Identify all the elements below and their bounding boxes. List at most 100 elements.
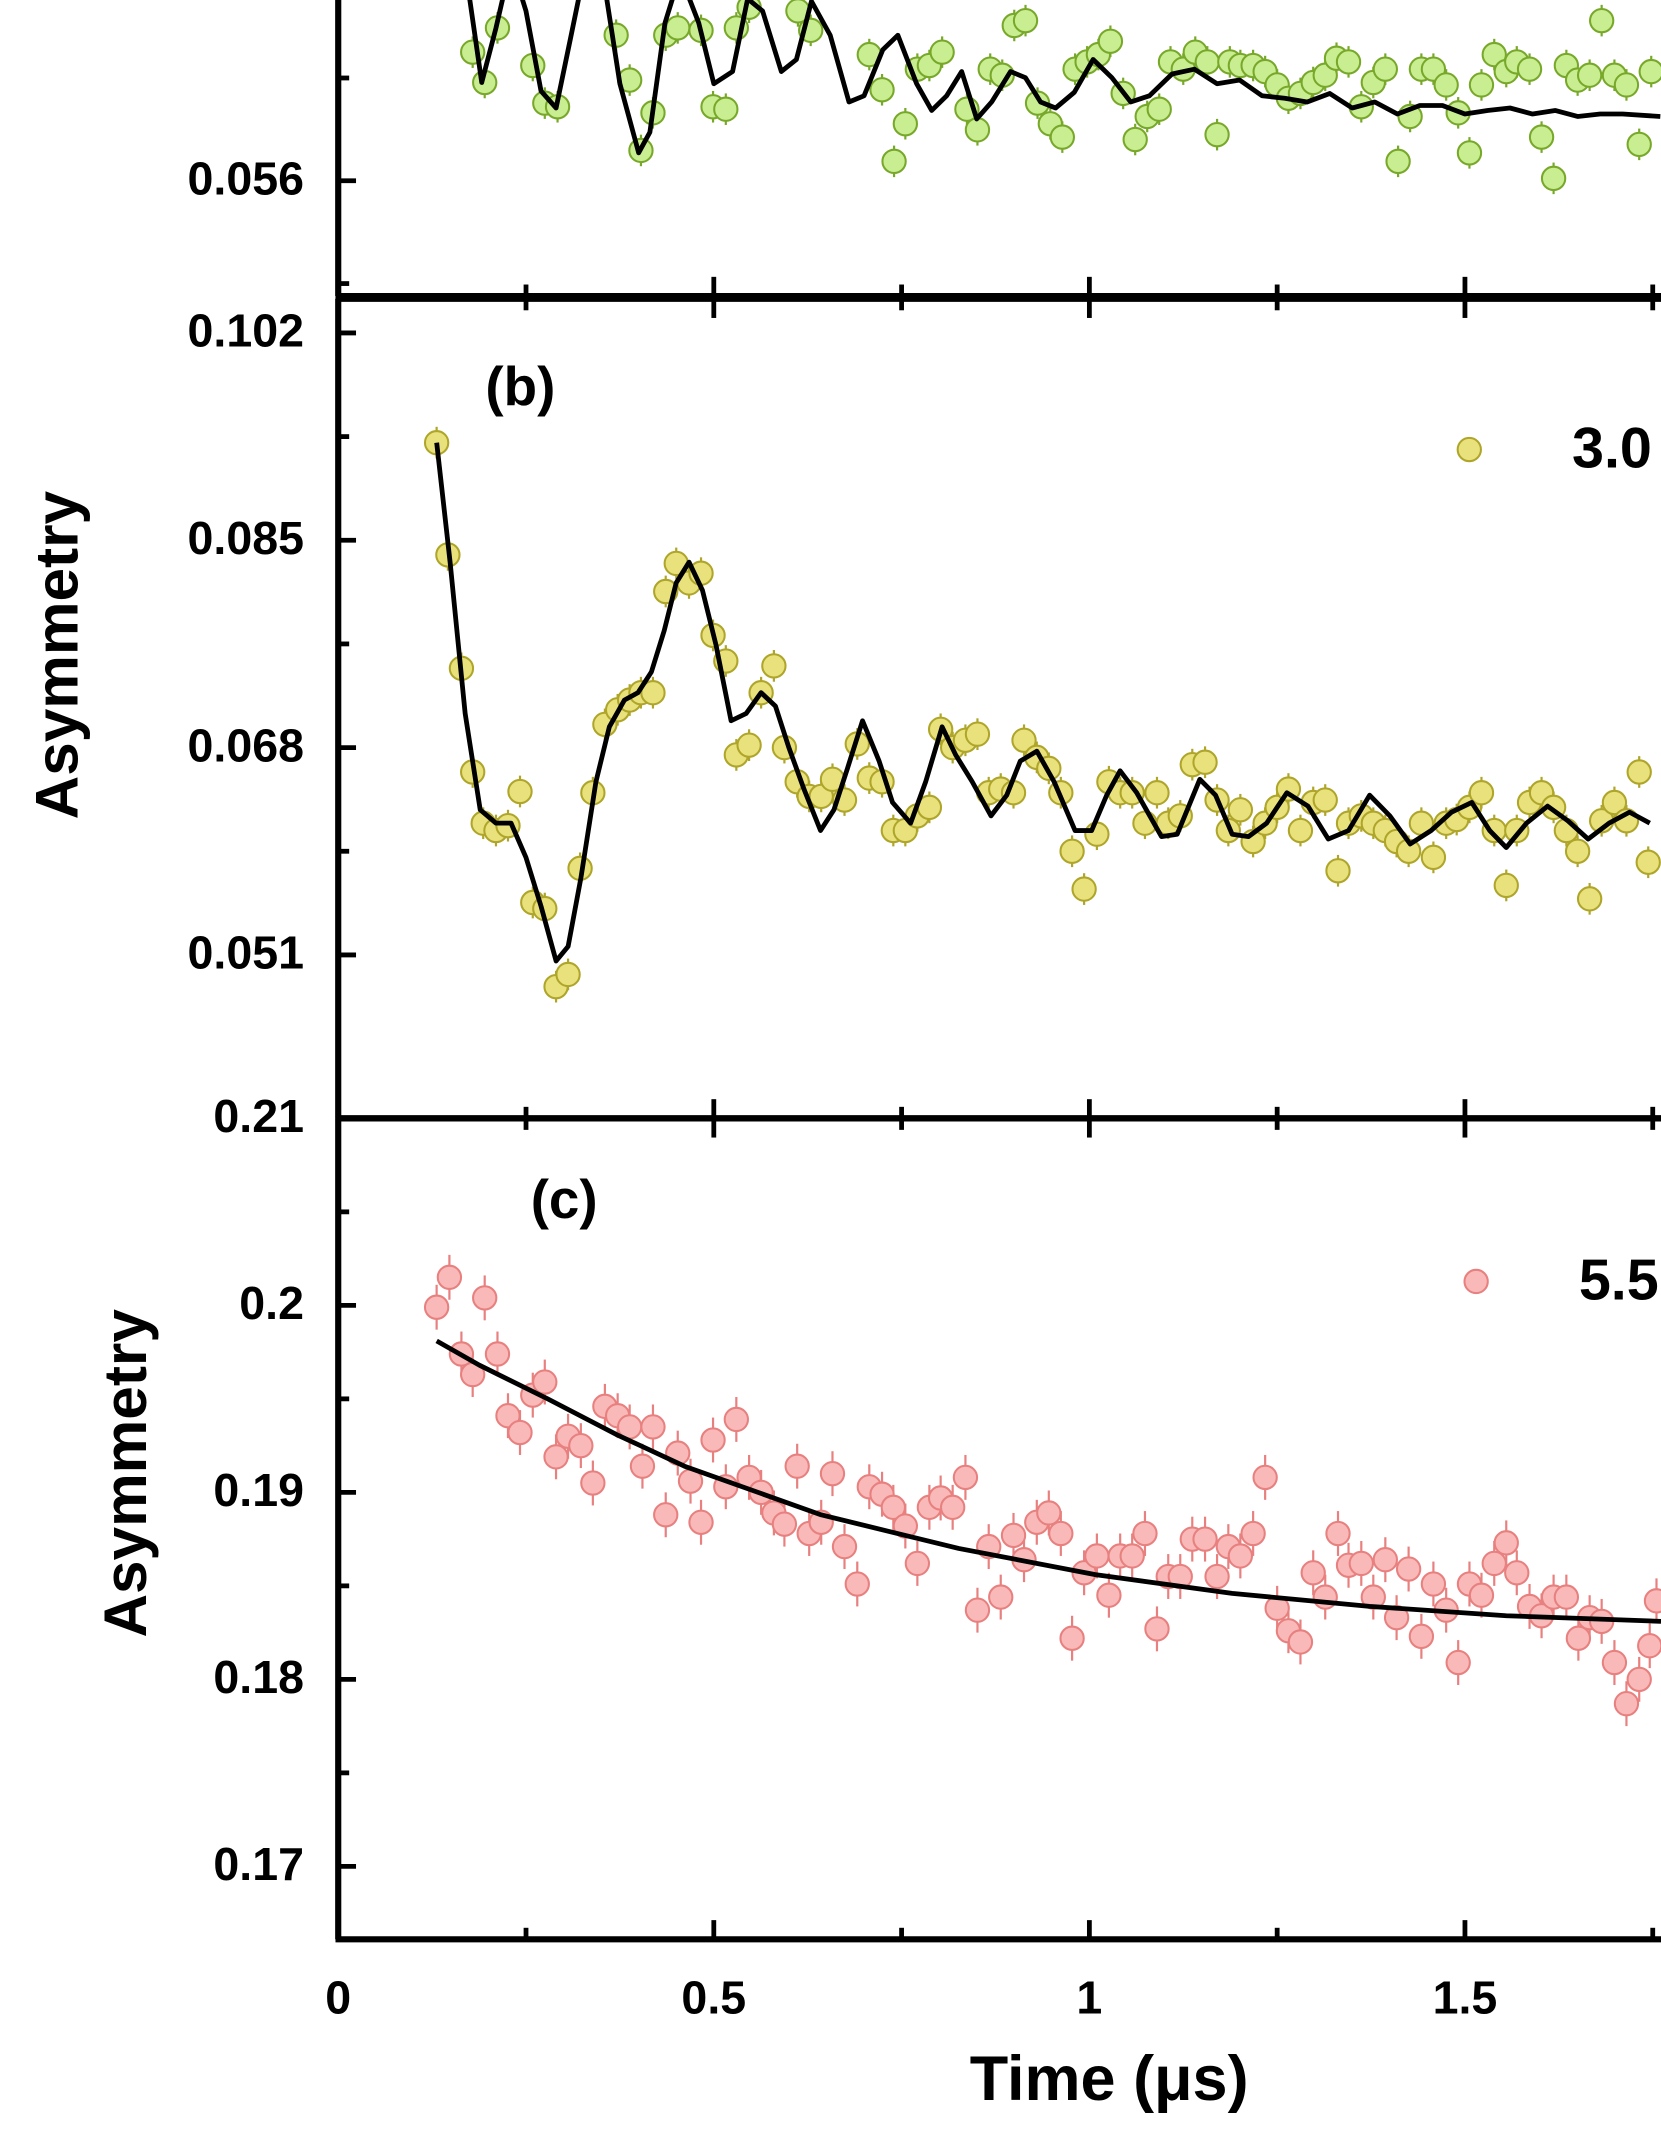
data-point [580,1470,606,1496]
data-point [568,1432,594,1459]
data-point [1493,1530,1519,1556]
legend-marker [1456,436,1482,463]
data-point [964,721,991,747]
data-point [1528,124,1555,150]
data-point [964,1597,991,1623]
data-point [1468,72,1495,98]
data-point [484,1341,511,1367]
data-point [771,1511,798,1537]
data-point [1420,844,1447,871]
data-point [988,1584,1014,1610]
data-point [555,961,581,988]
data-point [1312,787,1338,813]
data-point [1643,1588,1661,1614]
data-point [1325,1520,1351,1547]
data-point [1096,1582,1122,1608]
data-point [1576,886,1603,912]
data-point [1433,72,1459,98]
data-point [964,117,991,143]
data-point [1395,1556,1422,1582]
data-point [784,1453,810,1479]
data-point [1372,56,1398,82]
data-point [819,1460,846,1487]
data-point [1132,1520,1158,1547]
y-tick-label: 0.102 [188,305,304,357]
x-tick-label: 0.5 [681,1971,746,2023]
data-point [629,1453,656,1479]
data-point [1481,41,1507,68]
data-point [1637,1633,1661,1659]
data-point [892,111,919,137]
data-point [1011,727,1037,753]
data-point [1468,780,1495,806]
data-point [1049,124,1075,150]
data-point [640,680,666,706]
plot-area [460,0,1661,195]
panel-label: (c) [531,1168,598,1230]
data-point [880,1494,906,1521]
data-point [904,1550,931,1577]
data-point [1468,1582,1495,1608]
data-point [761,653,787,679]
data-point [1146,96,1172,122]
data-point [1048,1520,1074,1547]
data-point [640,1414,666,1440]
data-point [881,148,907,175]
y-tick-label: 0.18 [213,1651,304,1703]
data-point [844,1571,870,1597]
fit-line [434,442,1651,964]
y-tick-label: 0.051 [188,927,304,979]
data-point [1540,165,1567,192]
y-axis-label: Asymmetry [23,490,91,819]
data-point [1385,148,1411,175]
data-point [1481,1550,1507,1577]
data-point [1204,121,1230,148]
data-point [1012,7,1039,34]
data-point [1588,7,1615,34]
data-point [1084,821,1110,847]
data-point [700,1427,726,1453]
data-point [869,77,895,103]
data-point [1059,1625,1085,1651]
data-point [1420,1571,1447,1597]
legend-label: 3.0 [1572,416,1652,480]
data-point [1252,1464,1278,1491]
x-tick-label: 1.5 [1433,1971,1498,2023]
y-tick-label: 0.085 [188,512,304,564]
data-point [1204,1563,1230,1590]
data-point [1638,58,1661,85]
data-point [1227,1543,1254,1569]
data-point [1456,140,1483,166]
data-point [507,778,533,805]
data-point [1516,56,1543,82]
data-point [1227,797,1254,823]
plot-area [423,1254,1661,1727]
data-point [665,15,691,41]
data-point [1071,876,1097,902]
fit-line [435,1338,1661,1624]
data-point [723,1406,750,1433]
data-point [952,1464,979,1491]
data-point [1122,126,1148,153]
data-point [1601,1649,1628,1676]
data-point [1192,749,1218,775]
legend-label: 5.5 [1579,1248,1659,1312]
y-tick-label: 0.21 [213,1090,304,1142]
data-point [1144,1616,1170,1642]
y-tick-label: 0.056 [188,152,304,204]
data-point [688,1509,714,1535]
data-point [532,1369,558,1395]
y-tick-label: 0.19 [213,1464,304,1516]
data-point [507,1419,533,1446]
data-point [1445,1649,1471,1676]
y-tick-label: 0.2 [239,1277,304,1329]
data-point [653,1502,679,1528]
data-point [939,1494,966,1521]
data-point [1000,1522,1027,1549]
data-point [543,1444,569,1470]
data-point [423,1294,450,1320]
plot-area [423,426,1661,1003]
data-point [1097,28,1124,54]
data-point [1565,1625,1592,1651]
data-point [1287,1629,1314,1655]
